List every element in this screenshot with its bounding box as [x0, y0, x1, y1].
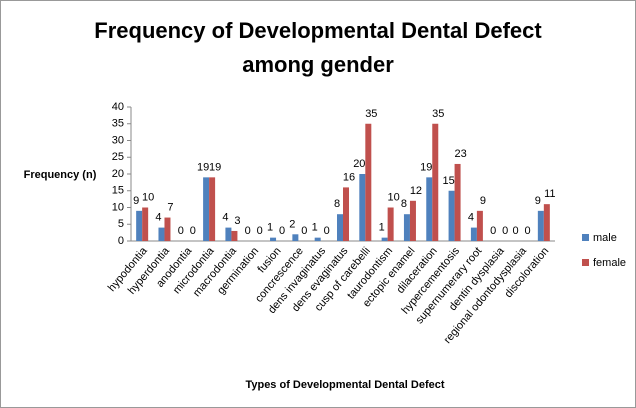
x-axis-label: Types of Developmental Dental Defect — [245, 379, 444, 391]
data-label: 11 — [544, 188, 555, 200]
bar — [203, 177, 210, 241]
data-label: 8 — [334, 198, 340, 210]
bar — [432, 123, 439, 241]
data-label: 16 — [343, 171, 355, 183]
bar — [387, 207, 394, 241]
bar — [403, 214, 410, 241]
y-tick-label: 40 — [112, 101, 124, 113]
data-label: 9 — [480, 195, 486, 207]
y-tick-label: 30 — [112, 134, 124, 146]
data-label: 0 — [301, 225, 307, 237]
bar — [292, 234, 299, 241]
data-label: 7 — [167, 202, 173, 214]
legend-label: male — [593, 232, 617, 244]
bar — [314, 237, 321, 241]
data-label: 3 — [234, 215, 240, 227]
bar — [359, 174, 366, 241]
y-tick-label: 20 — [112, 168, 124, 180]
bar — [470, 227, 477, 241]
bar — [270, 237, 277, 241]
data-label: 2 — [289, 218, 295, 230]
bar — [231, 230, 238, 241]
y-tick-label: 0 — [118, 235, 124, 247]
data-label: 1 — [312, 222, 318, 234]
legend-label: female — [593, 257, 626, 269]
data-label: 1 — [267, 222, 273, 234]
data-label: 0 — [490, 225, 496, 237]
y-tick-label: 35 — [112, 118, 124, 130]
bar — [476, 210, 483, 241]
data-label: 0 — [178, 225, 184, 237]
y-tick-label: 5 — [118, 218, 124, 230]
data-label: 4 — [468, 212, 474, 224]
bar — [426, 177, 433, 241]
data-label: 23 — [454, 148, 466, 160]
data-label: 9 — [535, 195, 541, 207]
legend-swatch — [582, 234, 589, 241]
bar — [543, 204, 550, 241]
data-label: 15 — [442, 175, 454, 187]
data-label: 19 — [209, 161, 221, 173]
data-label: 8 — [401, 198, 407, 210]
bar — [365, 123, 372, 241]
chart-title: Frequency of Developmental Dental Defect… — [94, 18, 542, 77]
bar — [409, 200, 416, 241]
data-label: 1 — [379, 222, 385, 234]
legend-swatch — [582, 259, 589, 266]
y-tick-label: 10 — [112, 201, 124, 213]
data-label: 4 — [155, 212, 161, 224]
data-label: 0 — [245, 225, 251, 237]
data-label: 35 — [365, 108, 377, 120]
bar — [381, 237, 388, 241]
data-label: 0 — [257, 225, 263, 237]
bar — [164, 217, 171, 241]
data-label: 12 — [410, 185, 422, 197]
data-label: 10 — [388, 192, 400, 204]
data-label: 10 — [142, 192, 154, 204]
bar — [454, 163, 461, 241]
data-label: 20 — [353, 158, 365, 170]
y-tick-label: 15 — [112, 185, 124, 197]
data-label: 0 — [190, 225, 196, 237]
bar — [136, 210, 143, 241]
data-label: 0 — [502, 225, 508, 237]
bar — [225, 227, 232, 241]
bar — [448, 190, 455, 241]
data-label: 0 — [512, 225, 518, 237]
data-label: 0 — [279, 225, 285, 237]
y-axis-label: Frequency (n) — [24, 169, 97, 181]
data-label: 0 — [324, 225, 330, 237]
bar — [343, 187, 349, 241]
bar — [537, 210, 544, 241]
bar — [142, 207, 149, 241]
data-label: 0 — [524, 225, 530, 237]
data-label: 35 — [432, 108, 444, 120]
data-label: 19 — [420, 161, 432, 173]
bar — [337, 214, 343, 241]
data-label: 19 — [197, 161, 209, 173]
data-label: 4 — [222, 212, 228, 224]
y-tick-label: 25 — [112, 151, 124, 163]
data-label: 9 — [133, 195, 139, 207]
bar — [209, 177, 216, 241]
bar — [158, 227, 165, 241]
